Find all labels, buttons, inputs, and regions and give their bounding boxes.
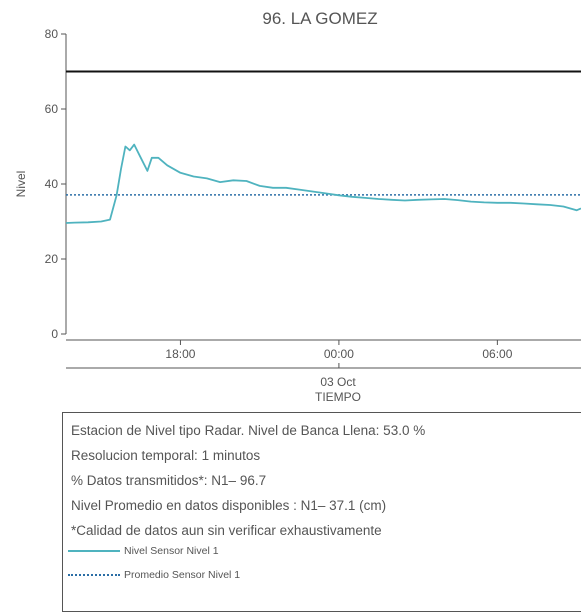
info-line-quality: *Calidad de datos aun sin verificar exha… <box>71 523 382 538</box>
info-box: Estacion de Nivel tipo Radar. Nivel de B… <box>62 412 581 612</box>
y-tick-label: 20 <box>45 252 59 266</box>
x-axis-label: TIEMPO <box>315 390 361 404</box>
series-group <box>65 143 581 224</box>
x-tick-label: 06:00 <box>482 347 512 361</box>
legend-item-level[interactable]: Nivel Sensor Nivel 1 <box>68 545 219 557</box>
x-tick-label: 18:00 <box>165 347 195 361</box>
chart-svg: 96. LA GOMEZ Nivel 0 20 40 60 80 18:00 00:00 06… <box>14 9 581 404</box>
legend-item-average[interactable]: Promedio Sensor Nivel 1 <box>68 569 240 581</box>
y-tick-label: 40 <box>45 177 59 191</box>
legend-solid-swatch <box>68 550 120 553</box>
y-axis-label: Nivel <box>14 171 28 198</box>
x-tick-label: 00:00 <box>324 347 354 361</box>
legend-dotted-swatch <box>68 574 120 577</box>
reference-lines <box>66 70 581 196</box>
info-line-transmitted: % Datos transmitidos*: N1– 96.7 <box>71 473 267 488</box>
y-tick-label: 80 <box>45 27 59 41</box>
legend-label-average: Promedio Sensor Nivel 1 <box>124 569 241 581</box>
series-line-nivel <box>65 143 581 224</box>
y-tick-label: 60 <box>45 102 59 116</box>
chart-title: 96. LA GOMEZ <box>262 9 377 28</box>
info-line-average: Nivel Promedio en datos disponibles : N1… <box>71 498 387 513</box>
x-date-label: 03 Oct <box>320 375 356 389</box>
axes: 0 20 40 60 80 18:00 00:00 06:00 <box>45 27 581 369</box>
legend-label-level: Nivel Sensor Nivel 1 <box>124 545 219 557</box>
y-tick-label: 0 <box>51 327 58 341</box>
info-line-station: Estacion de Nivel tipo Radar. Nivel de B… <box>71 423 426 438</box>
info-line-resolution: Resolucion temporal: 1 minutos <box>71 448 261 463</box>
